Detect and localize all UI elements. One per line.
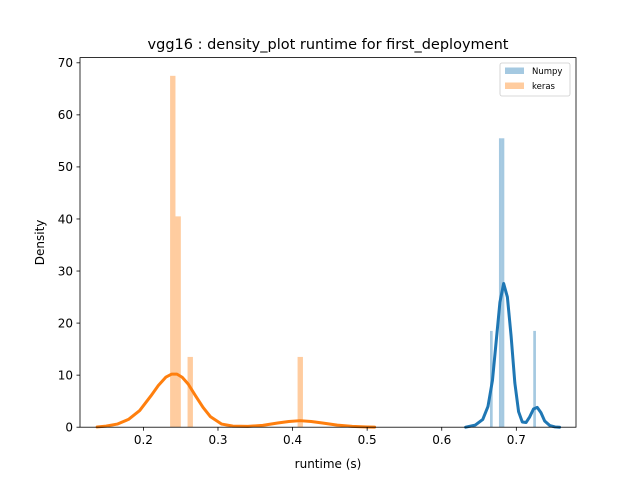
y-tick-label: 50	[58, 160, 73, 174]
x-tick-label: 0.6	[432, 433, 451, 447]
y-tick-label: 20	[58, 316, 73, 330]
hist-bar	[175, 216, 181, 428]
hist-bar	[170, 75, 176, 428]
y-tick-label: 40	[58, 212, 73, 226]
hist-bar	[533, 330, 536, 428]
y-tick-label: 0	[65, 421, 73, 435]
hist-bar	[498, 138, 502, 428]
x-axis: 0.2 0.3 0.4 0.5 0.6 0.7	[134, 427, 526, 447]
kde-line-numpy	[464, 282, 562, 429]
legend-label-keras: keras	[532, 82, 556, 92]
legend-swatch-keras	[505, 82, 524, 89]
y-tick-label: 70	[58, 56, 73, 70]
x-tick-label: 0.2	[134, 433, 153, 447]
y-tick-label: 10	[58, 368, 73, 382]
legend-box	[499, 62, 571, 97]
kde-line-keras	[95, 372, 377, 429]
plot-area	[95, 75, 562, 429]
hist-bar	[187, 356, 193, 428]
x-tick-label: 0.4	[283, 433, 302, 447]
y-tick-label: 30	[58, 264, 73, 278]
hist-keras	[170, 75, 303, 428]
x-tick-label: 0.7	[507, 433, 526, 447]
chart-title: vgg16 : density_plot runtime for first_d…	[148, 37, 509, 53]
hist-bar	[297, 356, 303, 428]
x-tick-label: 0.3	[208, 433, 227, 447]
axes-frame	[79, 57, 577, 428]
legend-swatch-numpy	[505, 67, 524, 74]
x-tick-label: 0.5	[358, 433, 377, 447]
x-axis-label: runtime (s)	[295, 457, 362, 471]
legend: Numpy keras	[499, 62, 571, 97]
y-axis-label: Density	[33, 220, 47, 266]
legend-label-numpy: Numpy	[532, 67, 562, 77]
y-tick-label: 60	[58, 108, 73, 122]
y-axis: 0 10 20 30 40 50 60 70	[58, 56, 80, 435]
